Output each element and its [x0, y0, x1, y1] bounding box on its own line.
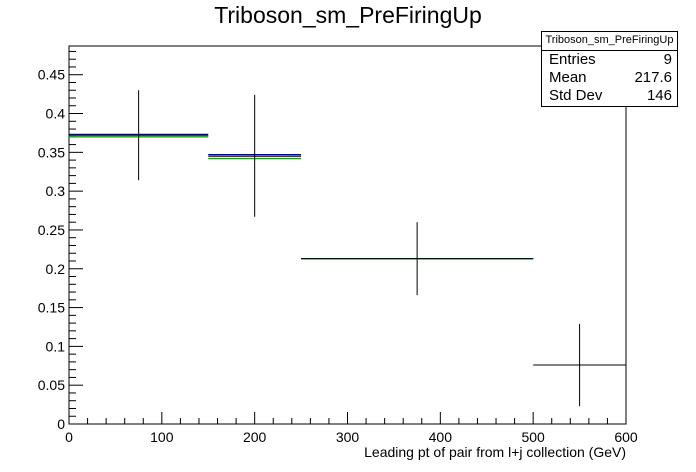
x-tick-label: 600: [614, 429, 638, 445]
x-tick-label: 100: [150, 429, 174, 445]
x-tick-label: 400: [429, 429, 453, 445]
y-tick-label: 0.25: [38, 222, 65, 238]
y-tick-label: 0.1: [46, 338, 66, 354]
stats-value: 146: [646, 87, 672, 104]
stats-label: Entries: [549, 51, 596, 68]
x-tick-label: 300: [336, 429, 360, 445]
y-tick-label: 0.3: [46, 183, 66, 199]
data-marks: [69, 90, 626, 407]
x-tick-label: 200: [243, 429, 267, 445]
y-tick-label: 0.4: [46, 106, 66, 122]
y-tick-label: 0.05: [38, 377, 65, 393]
y-tick-label: 0.15: [38, 300, 65, 316]
y-tick-label: 0.2: [46, 261, 66, 277]
x-axis-label: Leading pt of pair from l+j collection (…: [364, 444, 626, 460]
stats-title: Triboson_sm_PreFiringUp: [542, 32, 677, 51]
stats-label: Std Dev: [549, 87, 603, 104]
y-tick-label: 0.35: [38, 144, 65, 160]
stats-label: Mean: [549, 69, 587, 86]
y-tick-label: 0.45: [38, 67, 65, 83]
axes: 0 100 200 300 400 500 600 0 0.05 0.1 0.15 0.2 0.25 0.…: [38, 45, 638, 445]
stats-row-mean: Mean 217.6: [542, 69, 677, 87]
stats-row-entries: Entries 9: [542, 51, 677, 69]
x-tick-label: 0: [65, 429, 73, 445]
stats-box: Triboson_sm_PreFiringUp Entries 9 Mean 2…: [541, 31, 678, 107]
y-tick-label: 0: [57, 416, 65, 432]
x-tick-label: 500: [521, 429, 545, 445]
stats-row-stddev: Std Dev 146: [542, 87, 677, 105]
stats-value: 217.6: [634, 69, 672, 86]
stats-value: 9: [663, 51, 672, 68]
chart-title: Triboson_sm_PreFiringUp: [214, 2, 482, 28]
